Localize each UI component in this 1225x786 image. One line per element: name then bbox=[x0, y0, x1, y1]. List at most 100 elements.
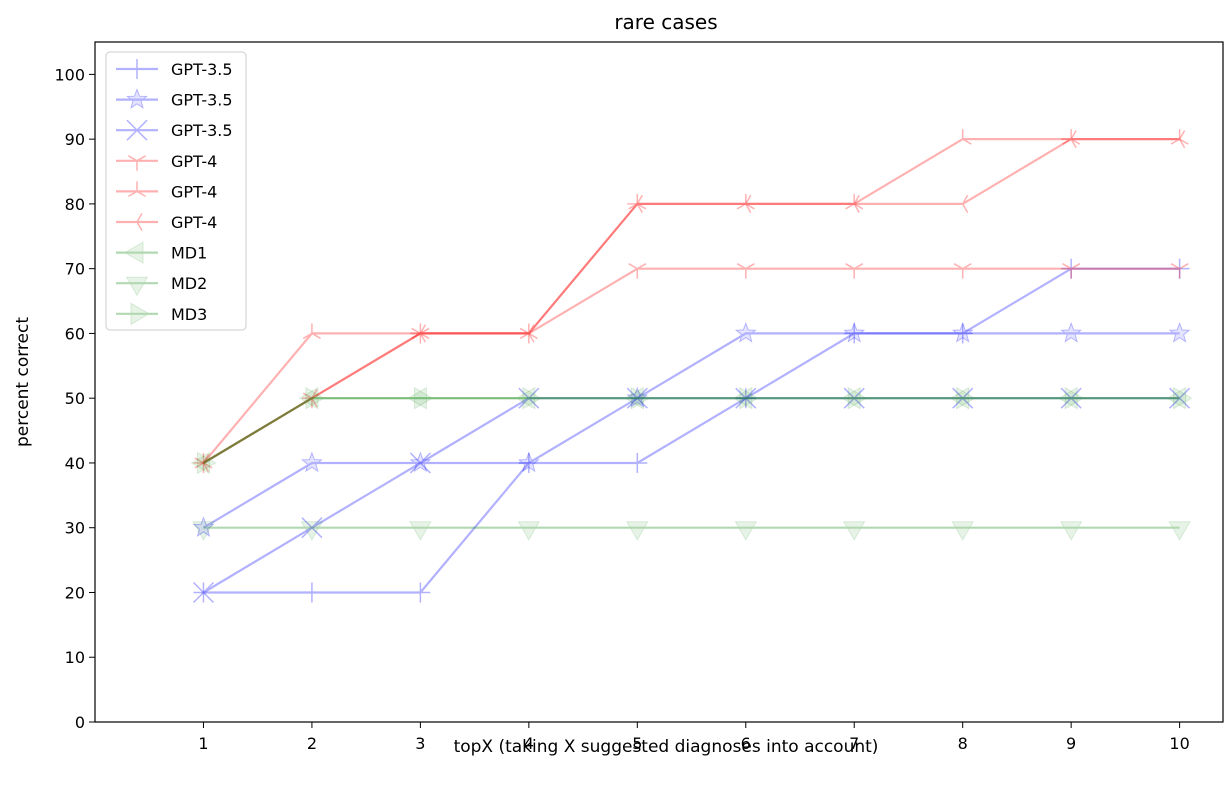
y-tick-label: 40 bbox=[65, 454, 85, 473]
data-point bbox=[735, 194, 752, 213]
data-point bbox=[628, 263, 647, 279]
data-point bbox=[953, 263, 972, 279]
data-point bbox=[410, 324, 427, 343]
x-tick-label: 3 bbox=[415, 734, 425, 753]
data-point bbox=[1168, 321, 1191, 343]
data-point bbox=[951, 521, 974, 541]
x-tick-label: 7 bbox=[849, 734, 859, 753]
legend-marker bbox=[125, 276, 149, 297]
data-point bbox=[193, 453, 210, 472]
data-point bbox=[193, 582, 214, 603]
legend-entry-4: GPT-4 bbox=[116, 152, 217, 171]
data-point bbox=[518, 387, 540, 409]
data-point bbox=[1170, 263, 1189, 279]
series-7 bbox=[190, 386, 1187, 475]
x-tick-label: 8 bbox=[958, 734, 968, 753]
legend-symbol bbox=[116, 119, 158, 141]
series-line-5 bbox=[202, 138, 1180, 464]
data-point bbox=[843, 321, 866, 343]
data-point bbox=[192, 516, 215, 537]
data-point bbox=[627, 194, 643, 213]
legend-symbol bbox=[116, 302, 158, 326]
data-point bbox=[515, 386, 536, 410]
data-point bbox=[1062, 129, 1081, 145]
data-point bbox=[194, 457, 213, 473]
data-point bbox=[407, 386, 427, 410]
data-point bbox=[411, 323, 430, 340]
legend-entry-2: GPT-3.5 bbox=[116, 88, 233, 110]
legend-label: GPT-3.5 bbox=[171, 91, 233, 110]
data-point bbox=[298, 386, 319, 410]
legend-marker bbox=[127, 155, 147, 171]
data-point bbox=[732, 386, 753, 410]
data-point bbox=[1058, 386, 1078, 410]
legend-label: GPT-4 bbox=[171, 182, 217, 201]
data-point bbox=[409, 451, 432, 473]
plot-series-group bbox=[190, 129, 1193, 604]
data-point bbox=[734, 521, 758, 541]
legend-label: GPT-4 bbox=[171, 152, 217, 171]
data-point bbox=[519, 327, 538, 344]
legend-entry-3: GPT-3.5 bbox=[116, 119, 233, 141]
data-point bbox=[628, 193, 647, 210]
data-point bbox=[1064, 386, 1085, 410]
x-tick-label: 4 bbox=[524, 734, 534, 753]
data-point bbox=[190, 451, 210, 475]
data-point bbox=[1166, 386, 1187, 410]
y-tick-label: 90 bbox=[65, 130, 85, 149]
legend-marker bbox=[130, 302, 150, 326]
data-point bbox=[739, 386, 759, 410]
legend-symbol bbox=[116, 276, 158, 297]
data-point bbox=[301, 582, 322, 603]
x-tick-label: 5 bbox=[632, 734, 642, 753]
data-point bbox=[845, 263, 864, 279]
data-point bbox=[736, 263, 755, 279]
data-point bbox=[517, 451, 540, 473]
legend-symbol bbox=[116, 241, 158, 264]
data-point bbox=[192, 581, 214, 604]
data-point bbox=[409, 521, 432, 541]
data-point bbox=[953, 129, 972, 145]
y-tick-label: 60 bbox=[65, 324, 85, 343]
data-point bbox=[627, 452, 648, 473]
data-point bbox=[949, 386, 970, 410]
data-point bbox=[192, 521, 215, 541]
legend-label: MD3 bbox=[171, 305, 207, 324]
data-point bbox=[301, 389, 318, 408]
series-line-7 bbox=[202, 397, 1180, 464]
legend-entry-9: MD3 bbox=[116, 302, 207, 326]
legend-marker bbox=[127, 59, 147, 79]
data-point bbox=[300, 521, 324, 541]
legend-box bbox=[105, 51, 247, 331]
y-tick-label: 0 bbox=[75, 713, 85, 732]
data-point bbox=[952, 194, 969, 213]
series-line-6 bbox=[202, 138, 1180, 464]
x-axis-label: topX (taking X suggested diagnoses into … bbox=[454, 737, 879, 757]
legend-entry-5: GPT-4 bbox=[116, 181, 217, 201]
legend-symbol bbox=[116, 212, 158, 232]
legend: GPT-3.5 GPT-3.5 GPT-3.5 GPT-4 GPT-4 GPT-4 MD1 M… bbox=[105, 51, 247, 331]
x-tick-label: 9 bbox=[1066, 734, 1076, 753]
data-point bbox=[841, 386, 861, 410]
data-point bbox=[301, 451, 323, 473]
data-point bbox=[1168, 521, 1191, 541]
data-point bbox=[1062, 263, 1081, 279]
data-point bbox=[847, 386, 868, 410]
legend-label: MD1 bbox=[171, 244, 207, 263]
data-point bbox=[952, 387, 974, 409]
chart-title: rare cases bbox=[614, 10, 717, 34]
legend-marker bbox=[126, 119, 148, 141]
series-1 bbox=[193, 258, 1190, 603]
plot-frame bbox=[94, 41, 1224, 723]
data-point bbox=[413, 386, 434, 410]
data-point bbox=[1061, 130, 1077, 149]
x-tick-label: 2 bbox=[307, 734, 317, 753]
series-5 bbox=[194, 129, 1189, 469]
data-point bbox=[305, 386, 325, 410]
legend-marker bbox=[124, 241, 144, 264]
data-point bbox=[1169, 387, 1191, 409]
data-point bbox=[736, 193, 755, 210]
data-point bbox=[519, 323, 538, 340]
data-point bbox=[626, 386, 649, 408]
